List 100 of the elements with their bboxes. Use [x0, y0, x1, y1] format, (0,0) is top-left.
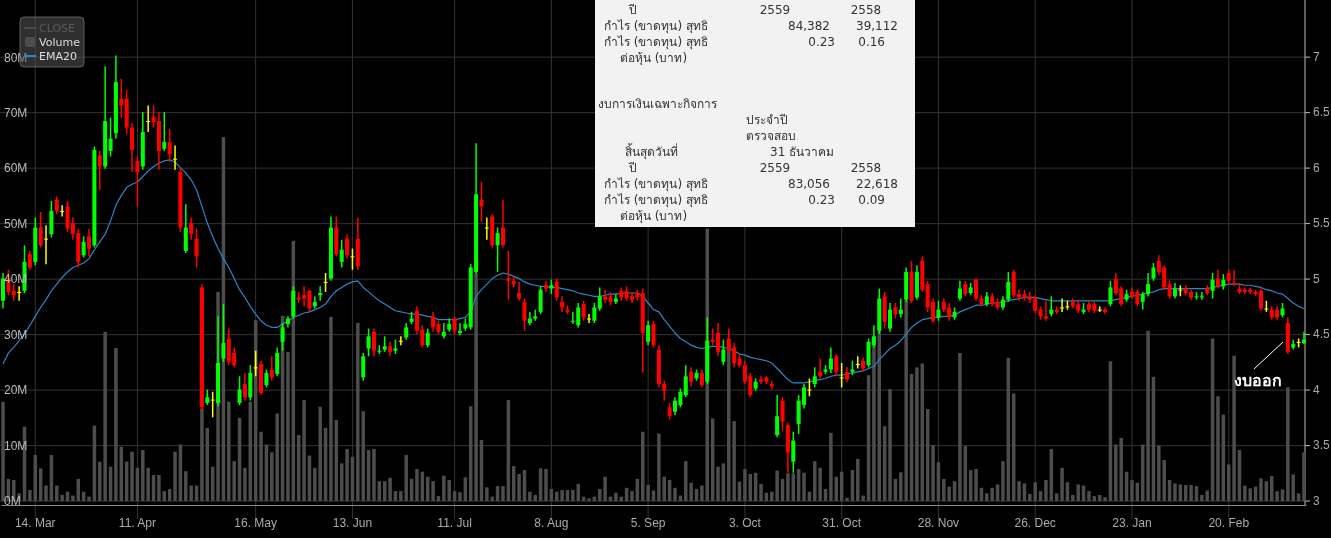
candlestick: [554, 277, 559, 302]
candlestick: [17, 285, 22, 302]
bar: [974, 468, 978, 502]
y2-tick-label: 5.5: [1313, 216, 1331, 231]
bar: [1087, 491, 1091, 502]
candlestick: [1108, 280, 1113, 308]
x-tick-label: 14. Mar: [14, 516, 56, 531]
y2-tick-label: 4: [1313, 382, 1320, 397]
candlestick: [775, 394, 780, 439]
candlestick: [662, 379, 667, 402]
candlestick: [1210, 272, 1215, 300]
candlestick: [592, 302, 597, 324]
bar: [458, 492, 462, 502]
annotation: 0.23: [808, 35, 835, 50]
y-tick-label: 0M: [4, 494, 21, 509]
y2-tick-label: 6.5: [1313, 105, 1331, 120]
bar: [302, 400, 306, 502]
x-tick-label: 3. Oct: [728, 516, 762, 531]
candlestick: [500, 199, 505, 249]
candlestick: [87, 227, 92, 258]
candlestick: [517, 281, 522, 302]
bar: [759, 483, 763, 502]
x-tick-label: 8. Aug: [534, 516, 569, 531]
candlestick: [834, 353, 839, 377]
bar: [1017, 481, 1021, 502]
candlestick: [1199, 291, 1204, 301]
y-tick-label: 70M: [4, 105, 28, 120]
candlestick: [135, 155, 140, 208]
candlestick: [1215, 268, 1220, 290]
bar: [71, 495, 75, 502]
annotation: ต่อหุ้น (บาท): [620, 51, 688, 67]
bar: [501, 486, 505, 502]
candlestick: [780, 396, 785, 432]
bar: [329, 316, 333, 502]
bar: [1275, 491, 1279, 502]
candlestick: [81, 235, 86, 259]
bar: [1001, 461, 1005, 502]
y-tick-label: 20M: [4, 383, 28, 398]
y2-tick-label: 3.5: [1313, 438, 1331, 453]
candlestick: [1060, 297, 1065, 313]
candlestick: [560, 295, 565, 313]
bar: [1189, 485, 1193, 502]
bar: [1060, 467, 1064, 502]
candlestick: [130, 122, 135, 173]
x-tick-label: 28. Nov: [917, 516, 960, 531]
candlestick: [146, 104, 151, 133]
annotation: 2558: [850, 3, 882, 18]
bar: [259, 431, 263, 502]
candlestick: [646, 320, 651, 346]
x-tick-label: 13. Jun: [332, 516, 373, 531]
candlestick: [689, 366, 694, 387]
bar: [888, 389, 892, 502]
bar: [603, 476, 607, 502]
candlestick: [425, 327, 430, 349]
annotation: ต่อหุ้น (บาท): [620, 209, 688, 225]
candlestick: [339, 238, 344, 269]
candlestick: [194, 227, 199, 269]
annotation: 22,618: [856, 177, 898, 192]
candlestick: [60, 204, 65, 218]
bar: [157, 475, 161, 502]
y-tick-label: 10M: [4, 438, 28, 453]
bar: [243, 467, 247, 502]
bar: [1146, 330, 1150, 502]
bar: [802, 472, 806, 502]
annotation: 0.23: [808, 193, 835, 208]
y2-tick-label: 3: [1313, 493, 1320, 508]
bar: [372, 448, 376, 502]
bar: [1302, 452, 1306, 502]
candlestick: [495, 226, 500, 273]
bar: [44, 485, 48, 502]
candlestick: [613, 293, 618, 305]
bar: [560, 490, 564, 502]
candlestick: [484, 216, 489, 241]
candlestick: [44, 224, 49, 265]
candlestick: [173, 144, 178, 171]
bar: [1216, 396, 1220, 502]
legend-label: EMA20: [39, 50, 77, 63]
candlestick: [49, 200, 54, 239]
x-tick-label: 20. Feb: [1208, 516, 1250, 531]
annotation: 31 ธันวาคม: [770, 145, 835, 160]
x-tick-label: 5. Sep: [630, 516, 666, 531]
candlestick: [269, 355, 274, 382]
candlestick: [538, 285, 543, 315]
bar: [1173, 483, 1177, 502]
candlestick: [162, 111, 167, 152]
bar: [1044, 480, 1048, 502]
candlestick: [108, 116, 113, 158]
annotation: กำไร (ขาดทุน) สุทธิ: [604, 193, 708, 209]
bar: [286, 351, 290, 502]
candlestick: [721, 338, 726, 366]
x-tick-label: 16. May: [234, 516, 278, 531]
candlestick: [366, 327, 371, 358]
candlestick: [183, 203, 188, 254]
legend-label: Volume: [39, 36, 81, 49]
annotation: ปี: [628, 161, 637, 176]
bar: [1, 401, 5, 502]
candlestick: [597, 286, 602, 312]
bar: [1103, 497, 1107, 502]
y-tick-label: 60M: [4, 161, 28, 176]
bar: [1259, 478, 1263, 502]
